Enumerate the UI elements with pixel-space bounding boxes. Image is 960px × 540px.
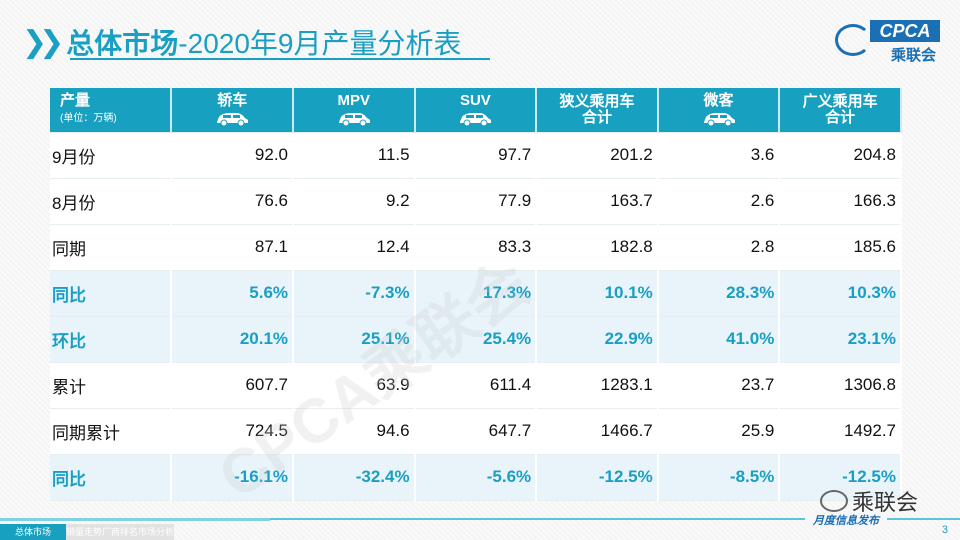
title-rest: -2020年9月产量分析表 <box>178 28 462 59</box>
table-cell: 97.7 <box>414 132 538 179</box>
row-label: 同期累计 <box>50 408 173 455</box>
table-cell: 76.6 <box>171 178 295 225</box>
table-cell: 77.9 <box>414 178 538 225</box>
table-cell: 185.6 <box>779 224 902 271</box>
table-cell: 22.9% <box>536 316 659 363</box>
table-cell: -12.5% <box>536 454 659 501</box>
table-cell: 25.9 <box>657 408 781 455</box>
van-icon <box>659 112 779 127</box>
footer-line-accent <box>0 518 270 521</box>
row-label: 同期 <box>50 224 173 271</box>
logo-text: CPCA <box>870 20 940 42</box>
table-cell: 20.1% <box>171 316 295 363</box>
table-cell: 23.1% <box>779 316 902 363</box>
table-cell: 25.4% <box>414 316 538 363</box>
table-cell: 1466.7 <box>536 408 659 455</box>
table-cell: 63.9 <box>293 362 416 409</box>
footer-tab[interactable]: 总体市场 <box>0 524 66 540</box>
table-cell: -5.6% <box>414 454 538 501</box>
table-cell: 25.1% <box>293 316 416 363</box>
title-bold: 总体市场 <box>66 28 179 59</box>
double-chevron-icon: ❯❯ <box>22 25 64 59</box>
table-cell: 83.3 <box>414 224 538 271</box>
header-first: 产量 (单位：万辆) <box>50 88 173 133</box>
title-underline <box>70 58 490 60</box>
table-cell: 5.6% <box>171 270 295 317</box>
wechat-icon <box>820 490 848 512</box>
table-cell: 1492.7 <box>779 408 902 455</box>
table-cell: 3.6 <box>657 132 781 179</box>
table-row: 9月份 92.0 11.5 97.7 201.2 3.6 204.8 <box>50 132 902 179</box>
header-col: 微客 <box>657 88 781 133</box>
page-number: 3 <box>941 524 948 536</box>
production-table: 产量 (单位：万辆) 轿车 MPV SUV 狭义乘用车 合计 微客 广义乘用车 合计 9月份… <box>50 88 902 501</box>
table-row: 同比 -16.1% -32.4% -5.6% -12.5% -8.5% -12.5% <box>50 454 902 501</box>
logo-cn: 乘联会 <box>890 47 936 64</box>
table-cell: 647.7 <box>414 408 538 455</box>
row-label: 9月份 <box>50 132 173 179</box>
table-cell: -16.1% <box>171 454 295 501</box>
table-cell: 204.8 <box>779 132 902 179</box>
publish-label: 月度信息发布 <box>805 512 887 528</box>
table-cell: 182.8 <box>536 224 659 271</box>
table-cell: 1306.8 <box>779 362 902 409</box>
table-row: 环比 20.1% 25.1% 25.4% 22.9% 41.0% 23.1% <box>50 316 902 363</box>
header-col: 狭义乘用车 合计 <box>536 88 659 133</box>
table-cell: -8.5% <box>657 454 781 501</box>
table-cell: 1283.1 <box>536 362 659 409</box>
table-cell: 9.2 <box>293 178 416 225</box>
table-cell: 201.2 <box>536 132 659 179</box>
page-title: ❯❯ 总体市场-2020年9月产量分析表 <box>22 22 461 62</box>
table-cell: 166.3 <box>779 178 902 225</box>
row-label: 环比 <box>50 316 173 363</box>
table-cell: 94.6 <box>293 408 416 455</box>
table-cell: 10.3% <box>779 270 902 317</box>
header-col: SUV <box>414 88 538 133</box>
table-row: 同期 87.1 12.4 83.3 182.8 2.8 185.6 <box>50 224 902 271</box>
table-row: 同比 5.6% -7.3% 17.3% 10.1% 28.3% 10.3% <box>50 270 902 317</box>
row-label: 累计 <box>50 362 173 409</box>
table-cell: -7.3% <box>293 270 416 317</box>
row-label: 8月份 <box>50 178 173 225</box>
header-col: 广义乘用车 合计 <box>779 88 902 133</box>
table-row: 8月份 76.6 9.2 77.9 163.7 2.6 166.3 <box>50 178 902 225</box>
table-cell: 11.5 <box>293 132 416 179</box>
table-row: 累计 607.7 63.9 611.4 1283.1 23.7 1306.8 <box>50 362 902 409</box>
table-cell: 2.6 <box>657 178 781 225</box>
sedan-icon <box>172 112 292 127</box>
row-label: 同比 <box>50 270 173 317</box>
table-cell: 10.1% <box>536 270 659 317</box>
table-cell: 23.7 <box>657 362 781 409</box>
footer-tab[interactable]: 销量走势 <box>66 524 102 540</box>
header-col: 轿车 <box>171 88 295 133</box>
mpv-icon <box>294 112 414 127</box>
table-cell: 41.0% <box>657 316 781 363</box>
header-col: MPV <box>293 88 416 133</box>
table-cell: 163.7 <box>536 178 659 225</box>
suv-icon <box>416 112 536 127</box>
wechat-badge: 乘联会 <box>820 485 918 517</box>
footer-tab[interactable]: 厂商排名 <box>102 524 138 540</box>
table-cell: 12.4 <box>293 224 416 271</box>
logo-swirl-icon <box>835 24 871 56</box>
table-cell: 92.0 <box>171 132 295 179</box>
footer-tab[interactable]: 市场分析 <box>138 524 174 540</box>
cpca-logo: CPCA 乘联会 <box>835 20 940 64</box>
table-cell: 611.4 <box>414 362 538 409</box>
table-cell: 2.8 <box>657 224 781 271</box>
table-cell: 87.1 <box>171 224 295 271</box>
table-cell: 17.3% <box>414 270 538 317</box>
table-cell: 28.3% <box>657 270 781 317</box>
table-row: 同期累计 724.5 94.6 647.7 1466.7 25.9 1492.7 <box>50 408 902 455</box>
table-cell: 724.5 <box>171 408 295 455</box>
row-label: 同比 <box>50 454 173 501</box>
footer-tabs: 总体市场 销量走势 厂商排名 市场分析 <box>0 524 174 540</box>
table-cell: 607.7 <box>171 362 295 409</box>
table-cell: -32.4% <box>293 454 416 501</box>
footer-line <box>0 518 960 520</box>
header-row: 产量 (单位：万辆) 轿车 MPV SUV 狭义乘用车 合计 微客 广义乘用车 合计 <box>50 88 902 133</box>
